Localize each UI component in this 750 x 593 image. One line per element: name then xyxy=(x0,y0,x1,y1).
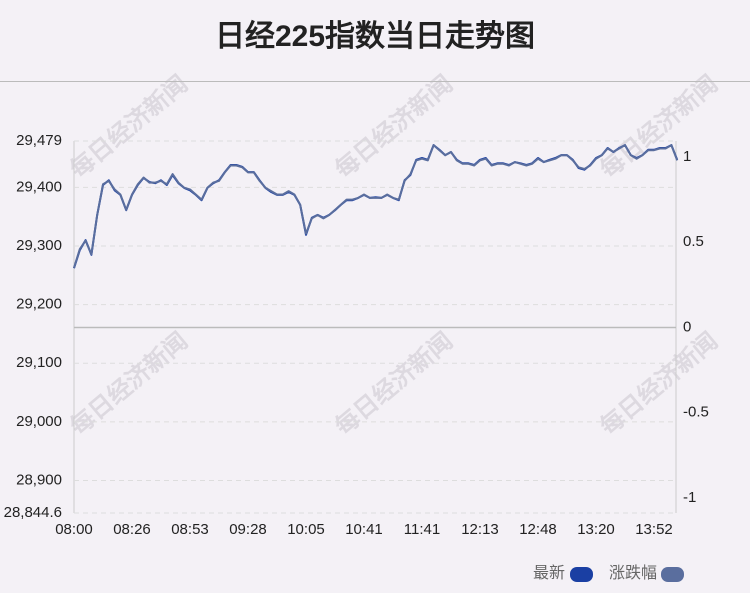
legend-swatch xyxy=(661,567,684,582)
watermark: 每日经济新闻 xyxy=(595,70,723,184)
y-tick-label: 29,479 xyxy=(16,132,62,149)
legend-label: 涨跌幅 xyxy=(609,564,657,582)
x-tick-label: 12:13 xyxy=(461,521,499,538)
y2-tick-label: 1 xyxy=(683,148,691,165)
series-line xyxy=(73,144,679,269)
y-tick-label: 29,200 xyxy=(16,296,62,313)
x-tick-label: 11:41 xyxy=(404,521,440,538)
x-tick-label: 13:52 xyxy=(635,521,673,538)
y-tick-label: 29,100 xyxy=(16,354,62,371)
y-tick-label: 28,844.6 xyxy=(4,504,62,521)
legend-swatch xyxy=(570,567,593,582)
watermark: 每日经济新闻 xyxy=(595,327,723,441)
legend-label: 最新 xyxy=(533,564,565,582)
y-tick-label: 29,400 xyxy=(16,178,62,195)
series-line xyxy=(73,144,679,269)
x-tick-label: 08:26 xyxy=(113,521,151,538)
x-tick-label: 09:28 xyxy=(229,521,267,538)
y-tick-label: 29,300 xyxy=(16,237,62,254)
y-tick-label: 28,900 xyxy=(16,471,62,488)
watermark: 每日经济新闻 xyxy=(65,327,193,441)
y2-tick-label: -1 xyxy=(683,489,696,506)
x-tick-label: 12:48 xyxy=(519,521,557,538)
y2-tick-label: 0 xyxy=(683,318,691,335)
y-tick-label: 29,000 xyxy=(16,413,62,430)
watermark: 每日经济新闻 xyxy=(330,327,458,441)
chart-title: 日经225指数当日走势图 xyxy=(215,19,535,53)
y2-tick-label: 0.5 xyxy=(683,233,704,250)
x-tick-label: 08:00 xyxy=(55,521,93,538)
x-tick-label: 10:05 xyxy=(287,521,325,538)
watermark: 每日经济新闻 xyxy=(65,70,193,184)
y2-tick-label: -0.5 xyxy=(683,404,709,421)
x-tick-label: 13:20 xyxy=(577,521,615,538)
x-tick-label: 08:53 xyxy=(171,521,209,538)
watermark: 每日经济新闻 xyxy=(330,70,458,184)
x-tick-label: 10:41 xyxy=(345,521,383,538)
